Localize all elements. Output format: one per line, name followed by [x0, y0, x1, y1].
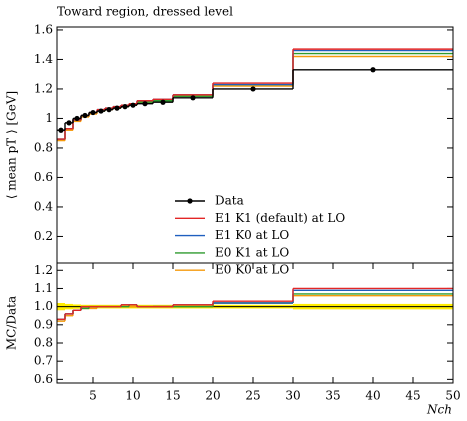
legend-label: E0 K0 at LO [215, 263, 289, 277]
legend-label: E1 K1 (default) at LO [215, 211, 345, 225]
data-point [370, 67, 376, 73]
x-tick-label: 30 [285, 389, 300, 403]
legend-label: E1 K0 at LO [215, 228, 289, 242]
y-tick-label: 0.9 [34, 317, 53, 331]
x-tick-label: 15 [165, 389, 180, 403]
data-point [58, 127, 64, 133]
data-point [122, 104, 128, 110]
data-point [160, 99, 166, 105]
y-tick-label: 1.2 [34, 263, 53, 277]
panel-frame [56, 262, 454, 384]
y-tick-label: 0.6 [34, 372, 53, 386]
y-tick-label: 1.0 [34, 299, 53, 313]
x-tick-label: 50 [445, 389, 460, 403]
x-tick-label: 40 [365, 389, 380, 403]
y-tick-label: 0.7 [34, 354, 53, 368]
x-axis-label: Nch [426, 403, 452, 417]
y-tick-label: 1.1 [34, 281, 53, 295]
legend-label: E0 K1 at LO [215, 245, 289, 259]
chart-title: Toward region, dressed level [57, 5, 233, 19]
data-point [66, 120, 72, 126]
y-tick-label: 1.2 [34, 81, 53, 95]
legend-point [187, 198, 193, 204]
data-point [74, 115, 80, 122]
y-tick-label: 0.8 [34, 140, 53, 154]
mc-step-riser [64, 69, 294, 131]
mc-step-riser [64, 49, 294, 140]
data-point [82, 112, 88, 119]
data-point [190, 95, 196, 101]
data-point [98, 108, 104, 114]
y-tick-label: 1.4 [34, 52, 53, 66]
x-tick-label: 25 [245, 389, 260, 403]
y-tick-label: 1 [45, 111, 53, 125]
y-tick-label: 0.8 [34, 336, 53, 350]
ratio-step-riser [64, 288, 294, 320]
y-tick-label: 0.6 [34, 170, 53, 184]
ratio-y-axis-label: MC/Data [5, 296, 19, 350]
mc-step-riser [64, 56, 294, 141]
data-point [114, 105, 120, 111]
data-point [130, 102, 136, 108]
x-tick-label: 10 [125, 389, 140, 403]
y-tick-label: 1.6 [34, 22, 53, 36]
data-point [90, 109, 96, 116]
data-point [106, 107, 112, 113]
y-tick-label: 0.2 [34, 229, 53, 243]
x-tick-label: 5 [89, 389, 97, 403]
y-axis-label: ⟨ mean pT ⟩ [GeV] [5, 91, 19, 199]
data-point [250, 86, 256, 92]
data-point [142, 101, 148, 107]
x-tick-label: 45 [405, 389, 420, 403]
legend-label: Data [215, 194, 244, 208]
x-tick-label: 20 [205, 389, 220, 403]
y-tick-label: 0.4 [34, 199, 53, 213]
x-tick-label: 35 [325, 389, 340, 403]
